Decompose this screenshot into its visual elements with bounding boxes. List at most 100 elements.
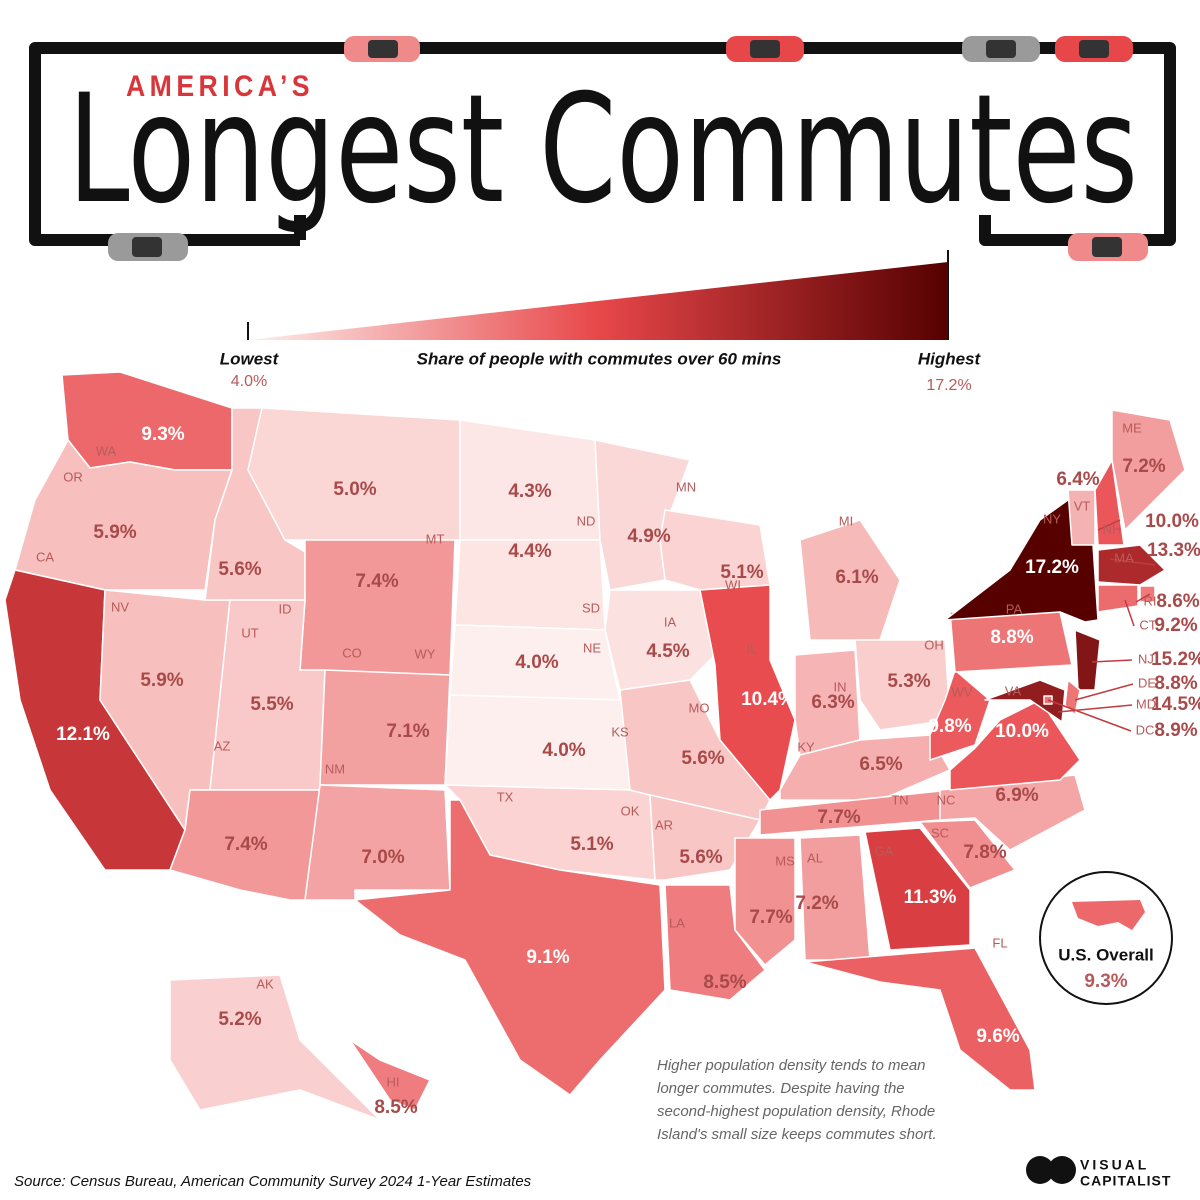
state-value: 4.0% (515, 652, 558, 673)
state-value: 4.4% (508, 541, 551, 562)
state-value: 7.7% (817, 807, 860, 828)
state-value: 7.7% (749, 907, 792, 928)
overall-map-icon (1072, 900, 1145, 930)
legend-ramp (248, 262, 948, 340)
state (444, 694, 631, 791)
state-value: 8.8% (990, 627, 1033, 648)
state-value: 7.8% (963, 842, 1006, 863)
state-abbr: CT (1139, 617, 1156, 632)
state-abbr: VA (1005, 683, 1022, 698)
state-value: 8.5% (703, 972, 746, 993)
state-value: 7.4% (224, 834, 267, 855)
state (304, 784, 451, 901)
state-value: 4.3% (508, 481, 551, 502)
state-abbr: WA (96, 443, 117, 458)
state (804, 947, 1036, 1091)
note-line: Higher population density tends to mean (657, 1057, 926, 1074)
legend-caption: Share of people with commutes over 60 mi… (417, 349, 782, 368)
leader-line (1047, 699, 1132, 732)
state-value: 5.6% (681, 748, 724, 769)
state-value: 4.5% (646, 641, 689, 662)
state-abbr: IL (747, 641, 758, 656)
state-value: 4.0% (542, 740, 585, 761)
state (939, 774, 1086, 851)
car-icons (108, 36, 1148, 261)
state-abbr: PA (1006, 601, 1023, 616)
state-abbr: OH (924, 637, 944, 652)
state-abbr: AZ (214, 738, 231, 753)
state-abbr: NC (937, 792, 956, 807)
title-frame (330, 42, 1176, 246)
state-value: 5.2% (218, 1009, 261, 1030)
logo-text: CAPITALIST (1080, 1173, 1171, 1189)
state (1074, 629, 1101, 691)
legend: Lowest 4.0% Share of people with commute… (220, 250, 982, 394)
map (4, 371, 1186, 1121)
state-value: 5.3% (887, 671, 930, 692)
state-abbr: RI (1144, 593, 1157, 608)
state-abbr: DE (1138, 675, 1156, 690)
state (919, 819, 1016, 889)
state-value: 13.3% (1147, 540, 1200, 561)
state-abbr: ND (577, 513, 596, 528)
state-abbr: NV (111, 599, 129, 614)
title: Longest Commutes (68, 63, 1138, 237)
state-abbr: NE (583, 640, 601, 655)
state-value: 5.9% (93, 522, 136, 543)
leader-line (1124, 599, 1135, 627)
state-abbr: GA (875, 843, 894, 858)
state-abbr: AR (655, 817, 673, 832)
state-value: 9.2% (1154, 615, 1197, 636)
state-abbr: NH (1103, 521, 1122, 536)
state-abbr: DC (1136, 722, 1155, 737)
state-value: 17.2% (1025, 557, 1079, 578)
state (1067, 489, 1096, 546)
state-abbr: MT (426, 531, 445, 546)
state-value: 5.1% (570, 834, 613, 855)
state (1097, 584, 1139, 613)
state-abbr: VT (1074, 498, 1091, 513)
state-abbr: WY (415, 646, 436, 661)
legend-high-value: 17.2% (926, 377, 971, 394)
leader-line (1091, 659, 1133, 663)
source: Source: Census Bureau, American Communit… (14, 1173, 532, 1190)
state-value: 6.5% (859, 754, 902, 775)
state-value: 7.0% (361, 847, 404, 868)
state-value: 11.3% (904, 887, 957, 908)
state-abbr: TN (891, 792, 908, 807)
note-line: Island's small size keeps commutes short… (657, 1126, 937, 1143)
state-abbr: HI (387, 1074, 400, 1089)
legend-low-label: Lowest (220, 349, 280, 368)
state-abbr: NJ (1138, 651, 1154, 666)
state (1097, 544, 1166, 586)
state-value: 14.5% (1151, 694, 1200, 715)
state-abbr: MO (689, 700, 710, 715)
state-value: 5.9% (140, 670, 183, 691)
overall-value: 9.3% (1084, 971, 1127, 992)
state-value: 7.1% (386, 721, 429, 742)
state-value: 9.3% (141, 424, 184, 445)
state (649, 794, 761, 881)
state (1094, 459, 1125, 546)
state-abbr: AK (256, 976, 274, 991)
state (61, 371, 233, 471)
state-abbr: MA (1114, 550, 1134, 565)
state-abbr: SC (931, 825, 949, 840)
legend-low-value: 4.0% (231, 373, 267, 390)
state (854, 639, 951, 731)
logo-text: VISUAL (1080, 1157, 1149, 1173)
state-abbr: IA (664, 614, 677, 629)
state-abbr: OR (63, 469, 83, 484)
state-value: 5.6% (679, 847, 722, 868)
leader-line (1074, 683, 1134, 701)
state (799, 519, 901, 641)
state (864, 827, 971, 951)
state-abbr: NY (1043, 511, 1061, 526)
state (1064, 679, 1081, 716)
state-abbr: MS (775, 853, 795, 868)
leader-line (1097, 519, 1121, 531)
state-value: 6.1% (835, 567, 878, 588)
state-abbr: KY (797, 739, 815, 754)
state (354, 799, 666, 1096)
